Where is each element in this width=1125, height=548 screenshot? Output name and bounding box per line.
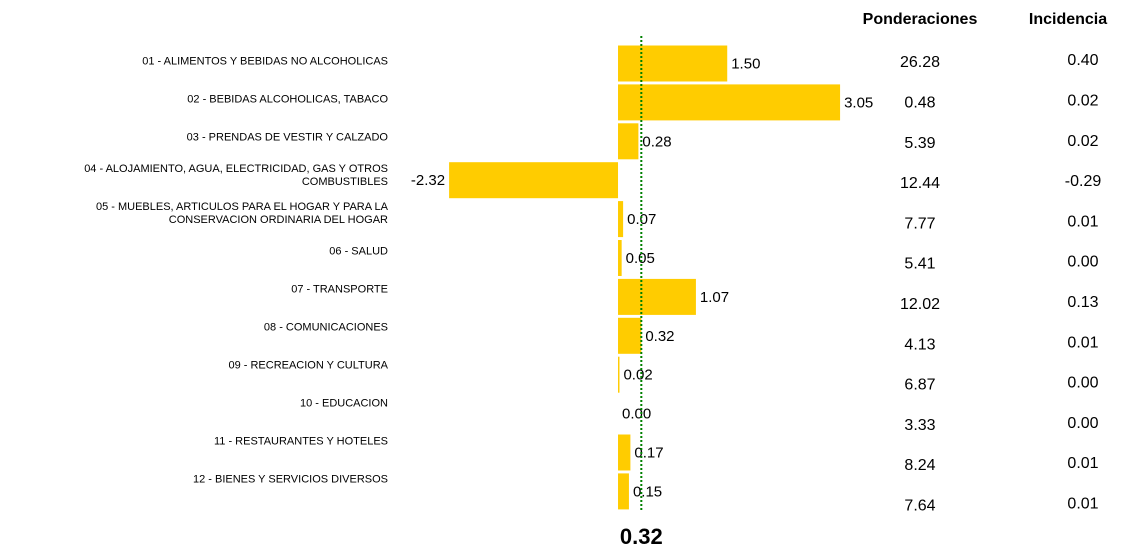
category-label: 03 - PRENDAS DE VESTIR Y CALZADO (186, 131, 388, 144)
bar (618, 356, 620, 393)
incidence-value: 0.13 (1067, 294, 1098, 311)
incidence-value: 0.02 (1067, 133, 1098, 150)
incidence-value: 0.00 (1067, 254, 1098, 271)
category-label: 02 - BEBIDAS ALCOHOLICAS, TABACO (187, 93, 388, 106)
weight-value: 6.87 (904, 377, 935, 394)
weight-value: 7.64 (904, 498, 935, 515)
value-label: 0.17 (634, 444, 663, 461)
bar (618, 434, 631, 471)
value-label: 0.28 (642, 133, 671, 150)
weight-value: 4.13 (904, 336, 935, 353)
incidence-value: 0.00 (1067, 375, 1098, 392)
category-label: 08 - COMUNICACIONES (263, 321, 388, 334)
weight-value: 3.33 (904, 417, 935, 434)
bar (618, 240, 622, 276)
category-label: 11 - RESTAURANTES Y HOTELES (213, 435, 388, 448)
bar (618, 317, 642, 354)
incidence-value: 0.01 (1067, 213, 1098, 230)
incidence-value: -0.29 (1065, 173, 1102, 190)
category-label: 07 - TRANSPORTE (291, 283, 388, 296)
value-label: 0.07 (627, 211, 656, 228)
category-label: 04 - ALOJAMIENTO, AGUA, ELECTRICIDAD, GA… (84, 163, 388, 188)
value-label: 0.15 (633, 483, 662, 500)
weight-value: 26.28 (900, 54, 940, 71)
incidence-value: 0.40 (1067, 52, 1098, 69)
incidence-value: 0.01 (1067, 334, 1098, 351)
bar (618, 201, 624, 238)
value-label: 0.32 (645, 328, 674, 345)
value-label: 0.00 (622, 406, 651, 423)
bar (449, 162, 619, 199)
bar (618, 278, 696, 315)
category-label: 10 - EDUCACION (299, 397, 388, 410)
weight-value: 0.48 (904, 95, 935, 112)
bar (618, 84, 841, 121)
category-label: 01 - ALIMENTOS Y BEBIDAS NO ALCOHOLICAS (142, 55, 388, 68)
incidence-value: 0.01 (1067, 496, 1098, 513)
category-label: 09 - RECREACION Y CULTURA (228, 359, 388, 372)
incidence-value: 0.00 (1067, 415, 1098, 432)
weight-value: 7.77 (904, 215, 935, 232)
reference-label: 0.32 (620, 524, 663, 548)
weight-value: 8.24 (904, 457, 935, 474)
incidence-value: 0.01 (1067, 455, 1098, 472)
category-label: 05 - MUEBLES, ARTICULOS PARA EL HOGAR Y … (95, 201, 388, 226)
bar (618, 45, 728, 82)
value-label: 0.05 (626, 250, 655, 267)
category-label: 06 - SALUD (329, 245, 388, 258)
value-label: -2.32 (411, 172, 445, 189)
bar (618, 123, 639, 160)
value-label: 3.05 (844, 94, 873, 111)
column-header: Incidencia (1029, 11, 1107, 28)
incidence-value: 0.02 (1067, 93, 1098, 110)
weight-value: 5.39 (904, 135, 935, 152)
value-label: 0.02 (623, 367, 652, 384)
weight-value: 5.41 (904, 256, 935, 273)
weight-value: 12.02 (900, 296, 940, 313)
value-label: 1.07 (700, 289, 729, 306)
value-label: 1.50 (731, 55, 760, 72)
category-label: 12 - BIENES Y SERVICIOS DIVERSOS (192, 473, 388, 486)
column-header: Ponderaciones (863, 11, 978, 28)
weight-value: 12.44 (900, 175, 940, 192)
bar (618, 473, 629, 510)
